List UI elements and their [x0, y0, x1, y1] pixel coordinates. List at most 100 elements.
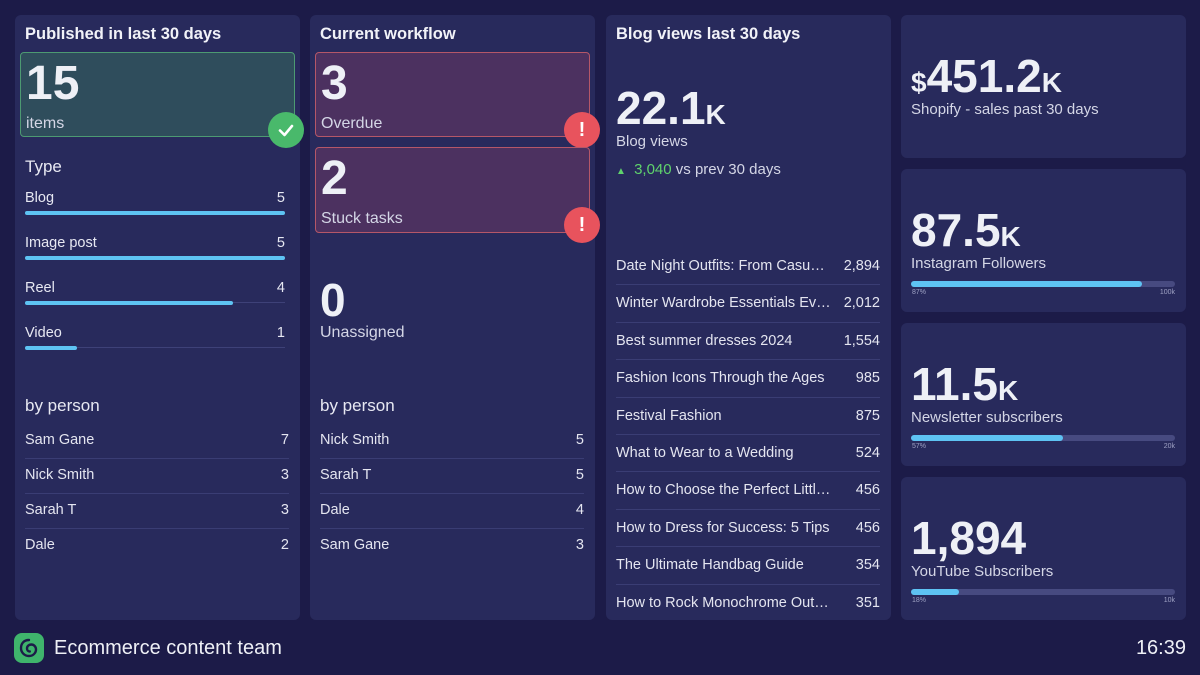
newsletter-progress	[911, 435, 1175, 441]
clock: 16:39	[1135, 637, 1186, 659]
post-title: The Ultimate Handbag Guide	[616, 557, 804, 574]
list-item[interactable]: How to Dress for Success: 5 Tips 456	[616, 510, 880, 548]
person-count: 7	[280, 432, 289, 448]
newsletter-number: 11.5	[911, 358, 998, 410]
youtube-subscribers: 1,894	[911, 512, 1027, 564]
list-item[interactable]: How to Choose the Perfect Little Black D…	[616, 472, 880, 510]
type-bar-fill	[25, 211, 285, 215]
person-name: Sarah T	[25, 502, 77, 518]
post-views: 1,554	[843, 332, 880, 349]
overdue-label: Overdue	[321, 115, 383, 132]
type-bar-fill	[25, 346, 77, 350]
post-views: 2,894	[843, 258, 880, 274]
blog-views-number: 22.1K	[616, 85, 726, 131]
post-title: Date Night Outfits: From Casual to Chic	[616, 258, 831, 274]
person-count: 2	[280, 537, 289, 553]
type-label: Reel	[25, 280, 55, 296]
youtube-card[interactable]: 1,894 YouTube Subscribers 18% 10k	[901, 477, 1186, 620]
post-views: 354	[855, 557, 880, 574]
type-row[interactable]: Image post 5	[25, 235, 285, 275]
list-item[interactable]: Best summer dresses 2024 1,554	[616, 323, 880, 361]
newsletter-subscribers: 11.5K	[911, 361, 1018, 407]
person-count: 5	[575, 467, 584, 483]
list-item[interactable]: The Ultimate Handbag Guide 354	[616, 547, 880, 585]
list-item[interactable]: Sarah T 5	[320, 459, 584, 494]
type-label: Blog	[25, 190, 55, 206]
type-row[interactable]: Reel 4	[25, 280, 285, 320]
instagram-label: Instagram Followers	[911, 255, 1047, 272]
list-item[interactable]: Nick Smith 3	[25, 459, 289, 494]
post-title: How to Rock Monochrome Outfits	[616, 594, 831, 611]
newsletter-label: Newsletter subscribers	[911, 409, 1063, 426]
progress-tick-right: 20k	[1163, 443, 1175, 450]
youtube-progress	[911, 589, 1175, 595]
list-item[interactable]: Sarah T 3	[25, 494, 289, 529]
panel-title: Blog views last 30 days	[616, 25, 801, 43]
list-item[interactable]: Dale 4	[320, 494, 584, 529]
overdue-count: 3	[321, 57, 348, 110]
post-views: 351	[855, 594, 880, 611]
post-views: 524	[855, 444, 880, 461]
shopify-sales: $451.2K	[911, 53, 1062, 99]
post-title: Fashion Icons Through the Ages	[616, 370, 825, 387]
progress-tick-left: 87%	[912, 289, 927, 296]
type-row[interactable]: Video 1	[25, 325, 285, 365]
views-unit: K	[705, 99, 726, 130]
person-count: 3	[280, 502, 289, 518]
post-title: Best summer dresses 2024	[616, 332, 793, 349]
person-count: 4	[575, 502, 584, 518]
exclamation-icon: !	[564, 112, 600, 148]
list-item[interactable]: Sam Gane 3	[320, 529, 584, 564]
list-item[interactable]: Dale 2	[25, 529, 289, 564]
list-item[interactable]: Sam Gane 7	[25, 424, 289, 459]
panel-title: Current workflow	[320, 25, 456, 43]
list-item[interactable]: Date Night Outfits: From Casual to Chic 2…	[616, 248, 880, 286]
post-views: 456	[855, 482, 880, 499]
shopify-label: Shopify - sales past 30 days	[911, 101, 1099, 118]
type-bar-track	[25, 347, 285, 348]
list-item[interactable]: What to Wear to a Wedding 524	[616, 435, 880, 473]
newsletter-unit: K	[998, 375, 1019, 406]
instagram-number: 87.5	[911, 204, 1001, 256]
list-item[interactable]: Nick Smith 5	[320, 424, 584, 459]
type-count: 5	[276, 235, 285, 251]
instagram-followers: 87.5K	[911, 207, 1021, 253]
instagram-unit: K	[1000, 221, 1021, 252]
progress-fill	[911, 589, 959, 595]
progress-tick-left: 18%	[912, 597, 927, 604]
items-count: 15	[26, 57, 80, 110]
person-count: 5	[575, 432, 584, 448]
currency-symbol: $	[911, 67, 927, 98]
change-label: vs prev 30 days	[675, 161, 781, 178]
change-value: 3,040	[634, 161, 672, 178]
list-item[interactable]: Festival Fashion 875	[616, 398, 880, 435]
shopify-card[interactable]: $451.2K Shopify - sales past 30 days	[901, 15, 1186, 158]
overdue-stat[interactable]: 3 Overdue	[315, 52, 590, 137]
items-stat[interactable]: 15 items	[20, 52, 295, 137]
check-icon	[268, 112, 304, 148]
newsletter-card[interactable]: 11.5K Newsletter subscribers 57% 20k	[901, 323, 1186, 466]
post-title: How to Dress for Success: 5 Tips	[616, 519, 830, 536]
post-views: 875	[855, 407, 880, 424]
youtube-label: YouTube Subscribers	[911, 563, 1054, 580]
type-row[interactable]: Blog 5	[25, 190, 285, 230]
list-item[interactable]: Winter Wardrobe Essentials Every Woman N…	[616, 285, 880, 323]
type-heading: Type	[25, 157, 62, 176]
person-name: Sam Gane	[320, 537, 390, 553]
exclamation-icon: !	[564, 207, 600, 243]
views-number: 22.1	[616, 82, 706, 134]
type-bar-fill	[25, 301, 233, 305]
type-label: Video	[25, 325, 62, 341]
stuck-stat[interactable]: 2 Stuck tasks	[315, 147, 590, 233]
items-label: items	[26, 115, 65, 132]
list-item[interactable]: How to Rock Monochrome Outfits 351	[616, 585, 880, 622]
published-panel: Published in last 30 days 15 items Type …	[15, 15, 304, 620]
instagram-card[interactable]: 87.5K Instagram Followers 87% 100k	[901, 169, 1186, 312]
post-views: 2,012	[843, 295, 880, 312]
list-item[interactable]: Fashion Icons Through the Ages 985	[616, 360, 880, 398]
post-title: Winter Wardrobe Essentials Every Woman N…	[616, 295, 831, 312]
triangle-up-icon: ▲	[616, 166, 626, 177]
footer-bar: Ecommerce content team 16:39	[0, 620, 1200, 675]
type-bar-fill	[25, 256, 285, 260]
progress-fill	[911, 281, 1142, 287]
